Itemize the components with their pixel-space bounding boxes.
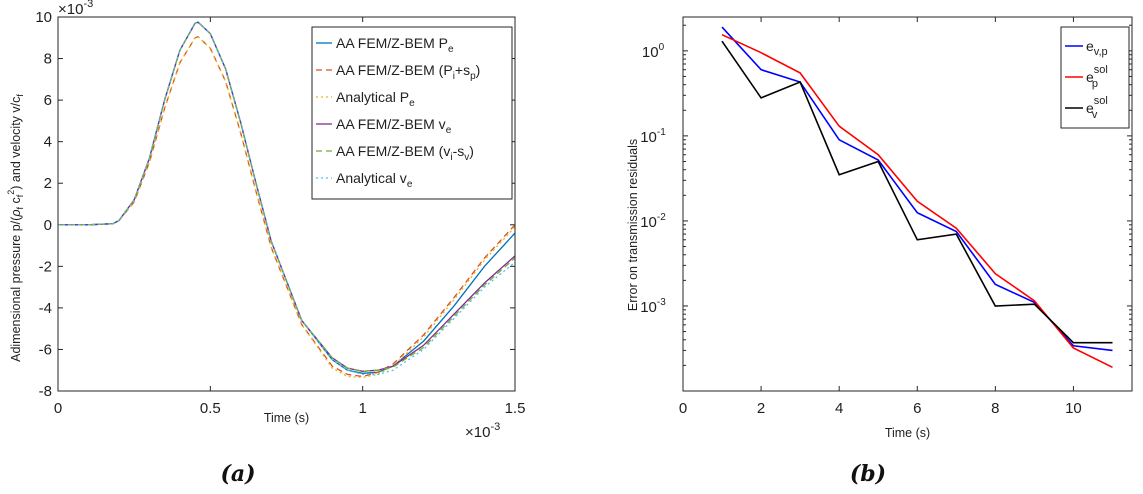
chart-a-x-tick-label: 0 — [54, 400, 62, 417]
chart-b-legend-label: esol p — [1086, 64, 1108, 90]
chart-a-legend-label: Analytical Pe — [336, 89, 415, 109]
chart-a-y-tick-label: -4 — [39, 300, 52, 317]
chart-b-legend-label: esol v — [1086, 95, 1108, 121]
chart-a-series-line-6 — [58, 21, 516, 376]
chart-b-x-tick-label: 6 — [913, 400, 921, 417]
chart-a-x-exponent: ×10-3 — [465, 421, 500, 441]
chart-a-x-tick-label: 1.5 — [505, 400, 526, 417]
chart-a-legend-label: AA FEM/Z-BEM Pe — [336, 35, 454, 55]
chart-b-y-tick-label: 100 — [642, 42, 665, 61]
chart-a-y-tick-label: -6 — [39, 341, 52, 358]
chart-b-legend-label: ev,p — [1086, 38, 1108, 58]
chart-a-xlabel: Time (s) — [264, 411, 309, 425]
chart-b-x-tick-label: 0 — [679, 400, 687, 417]
chart-b-series-line-2 — [721, 33, 1113, 369]
chart-b-series-line-3 — [721, 40, 1113, 344]
chart-b-x-tick-label: 8 — [991, 400, 999, 417]
chart-a-legend: AA FEM/Z-BEM Pe AA FEM/Z-BEM (Pi+sp) Analy… — [311, 26, 513, 200]
chart-b-caption: (b) — [850, 461, 886, 487]
chart-a-y-tick-label: 10 — [35, 9, 52, 26]
chart-a-y-exponent: ×10-3 — [58, 0, 93, 18]
chart-a-y-tick-label: 2 — [44, 175, 52, 192]
chart-a-legend-label: AA FEM/Z-BEM ve — [336, 116, 452, 136]
chart-b-ticks: 0 2 4 6 8 10 10-3 10-2 10-1 100 — [640, 17, 1132, 417]
chart-b-frame — [682, 16, 1133, 392]
chart-a-y-tick-label: -8 — [39, 383, 52, 400]
chart-a-frame — [57, 16, 516, 392]
chart-a-series-line-4 — [58, 21, 516, 372]
chart-b-y-tick-label: 10-1 — [640, 127, 666, 146]
chart-a-y-tick-label: 6 — [44, 92, 52, 109]
chart-a-y-tick-label: -2 — [39, 258, 52, 275]
chart-a-caption: (a) — [220, 461, 255, 487]
chart-a-legend-label: AA FEM/Z-BEM (Pi+sp) — [336, 62, 480, 82]
chart-b-series-line-1 — [721, 26, 1113, 352]
chart-b-x-tick-label: 2 — [757, 400, 765, 417]
chart-a-x-tick-label: 0.5 — [200, 400, 221, 417]
chart-a-x-tick-label: 1 — [358, 400, 366, 417]
chart-a-legend-label: AA FEM/Z-BEM (vi-sv) — [336, 143, 474, 163]
chart-a-y-tick-label: 4 — [44, 134, 52, 151]
chart-b-xlabel: Time (s) — [885, 426, 930, 440]
chart-a-y-tick-label: 8 — [44, 51, 52, 68]
chart-a-ylabel: Adimensional pressure p/(ρf cf2) and vel… — [6, 94, 25, 362]
chart-b-x-tick-label: 4 — [835, 400, 843, 417]
chart-b-x-tick-label: 10 — [1065, 400, 1082, 417]
chart-b-y-tick-label: 10-3 — [640, 297, 666, 316]
chart-a-legend-label: Analytical ve — [336, 170, 413, 190]
chart-a: Adimensional pressure p/(ρf cf2) and vel… — [6, 0, 525, 487]
chart-a-legend-box — [311, 26, 513, 200]
chart-b-legend: ev,p esol p esol v — [1060, 26, 1130, 129]
chart-b-ylabel: Error on transmission residuals — [626, 139, 640, 311]
chart-a-ticks: 0 0.5 1 1.5 -8 -6 -4 -2 0 2 4 6 8 10 — [35, 9, 525, 417]
chart-b: Error on transmission residuals 0 2 4 6 8 10 1… — [626, 16, 1133, 487]
chart-b-series — [721, 26, 1113, 369]
chart-b-y-tick-label: 10-2 — [640, 212, 666, 231]
chart-a-series — [58, 21, 516, 379]
chart-a-y-tick-label: 0 — [44, 217, 52, 234]
